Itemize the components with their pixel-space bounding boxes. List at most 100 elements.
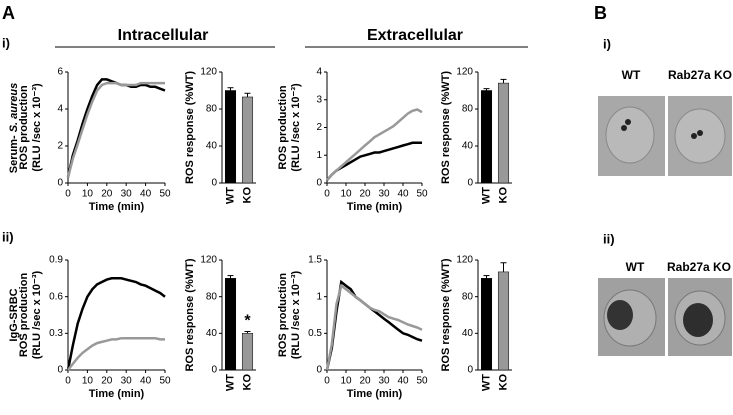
y-tick-label: 2 bbox=[57, 141, 63, 152]
series-line bbox=[67, 336, 165, 371]
y-axis-label: ROS response (%WT) bbox=[440, 71, 452, 184]
x-tick-label: 20 bbox=[359, 189, 371, 200]
y-tick-label: 120 bbox=[456, 255, 473, 266]
y-tick-label: 80 bbox=[206, 104, 218, 115]
y-tick-label: 0 bbox=[467, 365, 473, 376]
x-tick-label: 0 bbox=[65, 376, 71, 387]
cell bbox=[605, 106, 655, 164]
x-tick-label: 30 bbox=[378, 189, 390, 200]
image-label: Rab27a KO bbox=[668, 68, 732, 82]
y-axis-label: ROS response (%WT) bbox=[184, 71, 196, 184]
y-tick-label: 1 bbox=[316, 150, 322, 161]
y-tick-label: 4 bbox=[57, 104, 63, 115]
x-tick-label: 30 bbox=[121, 376, 133, 387]
y-tick-label: 0.9 bbox=[49, 255, 63, 266]
bar bbox=[480, 90, 493, 184]
series-line bbox=[325, 283, 423, 371]
particle bbox=[691, 133, 697, 139]
row-label: i) bbox=[2, 35, 10, 50]
significance-mark: * bbox=[244, 313, 251, 330]
y-axis-label: ROS response (%WT) bbox=[440, 258, 452, 371]
y-axis-label: ROS production bbox=[277, 273, 289, 358]
y-tick-label: 2 bbox=[316, 122, 322, 133]
x-tick-label: WT bbox=[480, 187, 492, 204]
bar bbox=[241, 96, 254, 184]
bar bbox=[480, 278, 493, 371]
y-tick-label: 80 bbox=[462, 291, 474, 302]
series-line bbox=[325, 279, 423, 371]
row-side-text: Serum- bbox=[8, 135, 20, 173]
series-line bbox=[326, 141, 422, 182]
y-tick-label: 0 bbox=[57, 178, 63, 189]
series-line bbox=[66, 81, 165, 178]
y-tick-label: 0.5 bbox=[308, 328, 322, 339]
x-axis-label: Time (min) bbox=[89, 201, 145, 213]
section-title: Extracellular bbox=[367, 27, 463, 44]
y-axis-label: ROS production bbox=[18, 85, 30, 170]
x-tick-label: 10 bbox=[82, 189, 94, 200]
bar bbox=[241, 333, 254, 371]
x-tick-label: 0 bbox=[65, 189, 71, 200]
x-tick-label: 40 bbox=[397, 189, 409, 200]
y-tick-label: 0 bbox=[316, 365, 322, 376]
y-tick-label: 4 bbox=[316, 67, 322, 78]
row-side-label: IgG-SRBC bbox=[8, 288, 20, 341]
x-tick-label: 10 bbox=[340, 189, 352, 200]
y-axis-label: (RLU /sec x 10⁻³) bbox=[31, 271, 43, 360]
row-label: ii) bbox=[2, 229, 14, 244]
x-tick-label: 30 bbox=[121, 189, 133, 200]
image-label: Rab27a KO bbox=[667, 260, 731, 274]
y-tick-label: 0 bbox=[316, 178, 322, 189]
particle bbox=[697, 130, 703, 136]
y-tick-label: 40 bbox=[206, 141, 218, 152]
x-tick-label: 50 bbox=[416, 376, 428, 387]
y-tick-label: 120 bbox=[200, 255, 217, 266]
series-line bbox=[326, 108, 423, 182]
y-axis-label: (RLU /sec x 10⁻³) bbox=[290, 83, 302, 172]
section-title: Intracellular bbox=[118, 27, 209, 44]
y-tick-label: 3 bbox=[316, 94, 322, 105]
y-tick-label: 0.6 bbox=[49, 291, 63, 302]
panel-label: B bbox=[594, 3, 607, 23]
y-tick-label: 40 bbox=[462, 141, 474, 152]
x-tick-label: 50 bbox=[416, 189, 428, 200]
y-tick-label: 1.5 bbox=[308, 255, 322, 266]
y-tick-label: 120 bbox=[200, 67, 217, 78]
phagosome bbox=[607, 300, 633, 330]
row-side-text: S. aureus bbox=[8, 83, 20, 133]
x-tick-label: WT bbox=[224, 374, 236, 391]
x-tick-label: 50 bbox=[159, 189, 171, 200]
x-axis-label: Time (min) bbox=[347, 201, 403, 213]
x-tick-label: 20 bbox=[359, 376, 371, 387]
y-tick-label: 80 bbox=[206, 291, 218, 302]
y-tick-label: 0 bbox=[57, 365, 63, 376]
particle bbox=[625, 119, 631, 125]
series-line bbox=[66, 277, 166, 371]
bar bbox=[224, 278, 237, 371]
x-tick-label: 20 bbox=[101, 189, 113, 200]
x-axis-label: Time (min) bbox=[347, 388, 403, 400]
row-label: ii) bbox=[603, 231, 615, 246]
x-tick-label: KO bbox=[241, 374, 253, 391]
y-tick-label: 80 bbox=[462, 104, 474, 115]
bar bbox=[497, 271, 510, 371]
y-tick-label: 120 bbox=[456, 67, 473, 78]
x-tick-label: 20 bbox=[101, 376, 113, 387]
y-axis-label: ROS production bbox=[277, 85, 289, 170]
x-tick-label: 40 bbox=[397, 376, 409, 387]
y-tick-label: 0 bbox=[211, 365, 217, 376]
x-tick-label: KO bbox=[497, 374, 509, 391]
y-tick-label: 40 bbox=[206, 328, 218, 339]
y-axis-label: (RLU /sec x 10⁻³) bbox=[31, 83, 43, 172]
x-tick-label: KO bbox=[241, 187, 253, 204]
x-tick-label: 50 bbox=[159, 376, 171, 387]
bar bbox=[497, 82, 510, 184]
y-tick-label: 0.3 bbox=[49, 328, 63, 339]
bar bbox=[224, 90, 237, 184]
y-axis-label: ROS production bbox=[18, 273, 30, 358]
y-tick-label: 40 bbox=[462, 328, 474, 339]
y-axis-label: (RLU /sec x 10⁻³) bbox=[290, 271, 302, 360]
panel-label: A bbox=[2, 3, 15, 23]
x-tick-label: WT bbox=[480, 374, 492, 391]
